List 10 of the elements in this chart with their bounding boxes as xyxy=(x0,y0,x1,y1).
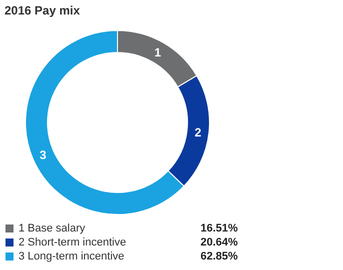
text: 1 xyxy=(154,46,162,60)
text: 2 xyxy=(194,125,202,140)
legend-label: 2 Short-term incentive xyxy=(18,236,126,248)
legend-label: 1 Base salary xyxy=(18,222,86,234)
data-label: 20.64% xyxy=(200,236,238,248)
text: 3 xyxy=(40,148,46,162)
data-label: 62.85% xyxy=(200,250,238,262)
chart-title: 2016 Pay mix xyxy=(4,4,80,18)
data-label: 16.51% xyxy=(200,222,238,234)
legend-label: 3 Long-term incentive xyxy=(18,250,124,262)
